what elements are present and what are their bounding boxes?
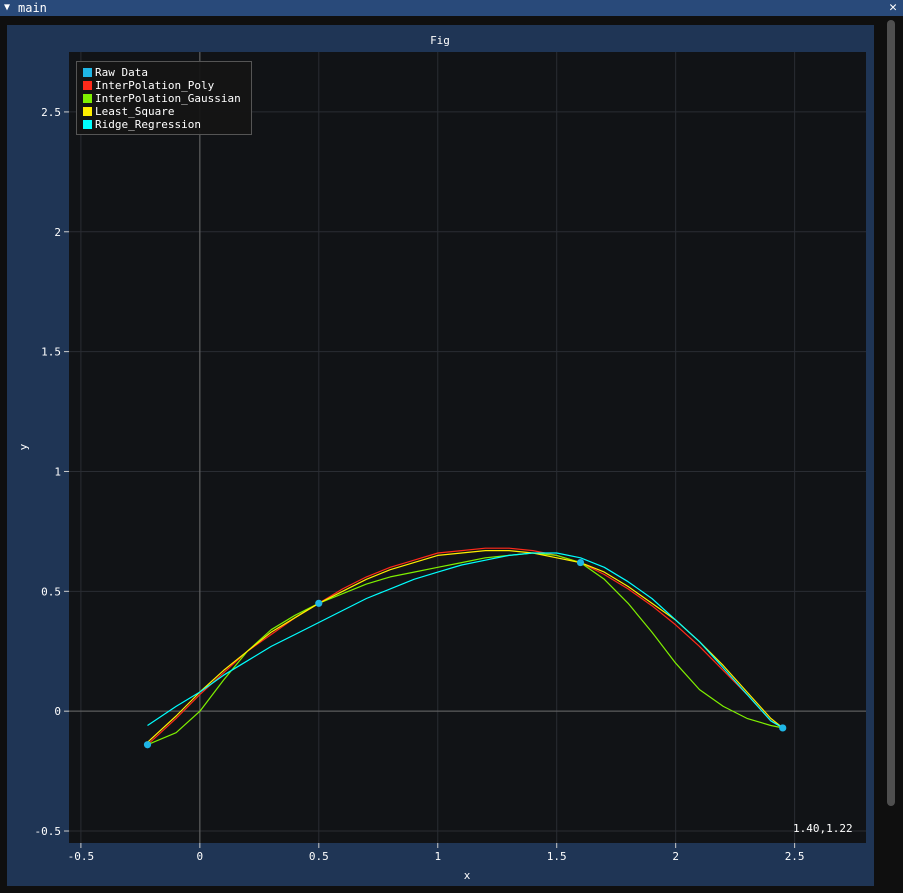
legend-label: InterPolation_Gaussian: [95, 92, 241, 105]
y-tick-label: -0.5: [35, 825, 62, 838]
x-axis-label: x: [464, 869, 471, 882]
y-tick-label: 0: [54, 705, 61, 718]
x-tick-label: 2.5: [785, 850, 805, 863]
chart-title: Fig: [430, 34, 450, 47]
y-tick-label: 1: [54, 465, 61, 478]
legend-item-poly[interactable]: InterPolation_Poly: [83, 79, 251, 92]
legend-item-raw-data[interactable]: Raw Data: [83, 66, 251, 79]
raw-data-point: [315, 599, 323, 607]
raw-data-point: [779, 724, 787, 732]
y-tick-label: 1.5: [41, 346, 61, 359]
legend-item-ridge[interactable]: Ridge_Regression: [83, 118, 251, 131]
legend-swatch: [83, 68, 92, 77]
y-tick-label: 2: [54, 226, 61, 239]
x-tick-label: -0.5: [68, 850, 95, 863]
legend-swatch: [83, 81, 92, 90]
window-title-bar[interactable]: ▼ main ✕: [0, 0, 903, 16]
legend-item-gaussian[interactable]: InterPolation_Gaussian: [83, 92, 251, 105]
scrollbar-thumb[interactable]: [887, 20, 895, 806]
series-line-ridge-regression: [147, 552, 784, 729]
mouse-coordinate-readout: 1.40,1.22: [793, 822, 853, 835]
raw-data-point: [576, 558, 585, 567]
x-tick-label: 1.5: [547, 850, 567, 863]
y-tick-label: 0.5: [41, 585, 61, 598]
series-line-interpolation-poly: [147, 547, 784, 746]
close-icon[interactable]: ✕: [889, 0, 897, 15]
legend-swatch: [83, 120, 92, 129]
legend-label: InterPolation_Poly: [95, 79, 215, 92]
legend-item-least-square[interactable]: Least_Square: [83, 105, 251, 118]
legend-label: Raw Data: [95, 66, 148, 79]
window-title: main: [18, 1, 47, 15]
series: [147, 547, 784, 746]
x-tick-label: 1: [434, 850, 441, 863]
raw-data-point: [143, 741, 152, 749]
series-line-interpolation-gaussian: [147, 552, 783, 746]
raw-data-points: [143, 558, 787, 749]
plot-area[interactable]: [69, 52, 866, 843]
legend-label: Ridge_Regression: [95, 118, 201, 131]
x-tick-label: 2: [672, 850, 679, 863]
legend[interactable]: Raw Data InterPolation_Poly InterPolatio…: [76, 61, 252, 135]
legend-label: Least_Square: [95, 105, 175, 118]
ticks: -0.5 0 0.5 1 1.5 2 2.5 -0.5 0 0.5 1 1.5 2 2.5: [35, 106, 805, 863]
triangle-down-icon[interactable]: ▼: [4, 2, 11, 13]
y-tick-label: 2.5: [41, 106, 61, 119]
x-tick-label: 0.5: [309, 850, 329, 863]
y-axis-label: y: [17, 443, 30, 450]
legend-swatch: [83, 107, 92, 116]
legend-swatch: [83, 94, 92, 103]
x-tick-label: 0: [197, 850, 204, 863]
